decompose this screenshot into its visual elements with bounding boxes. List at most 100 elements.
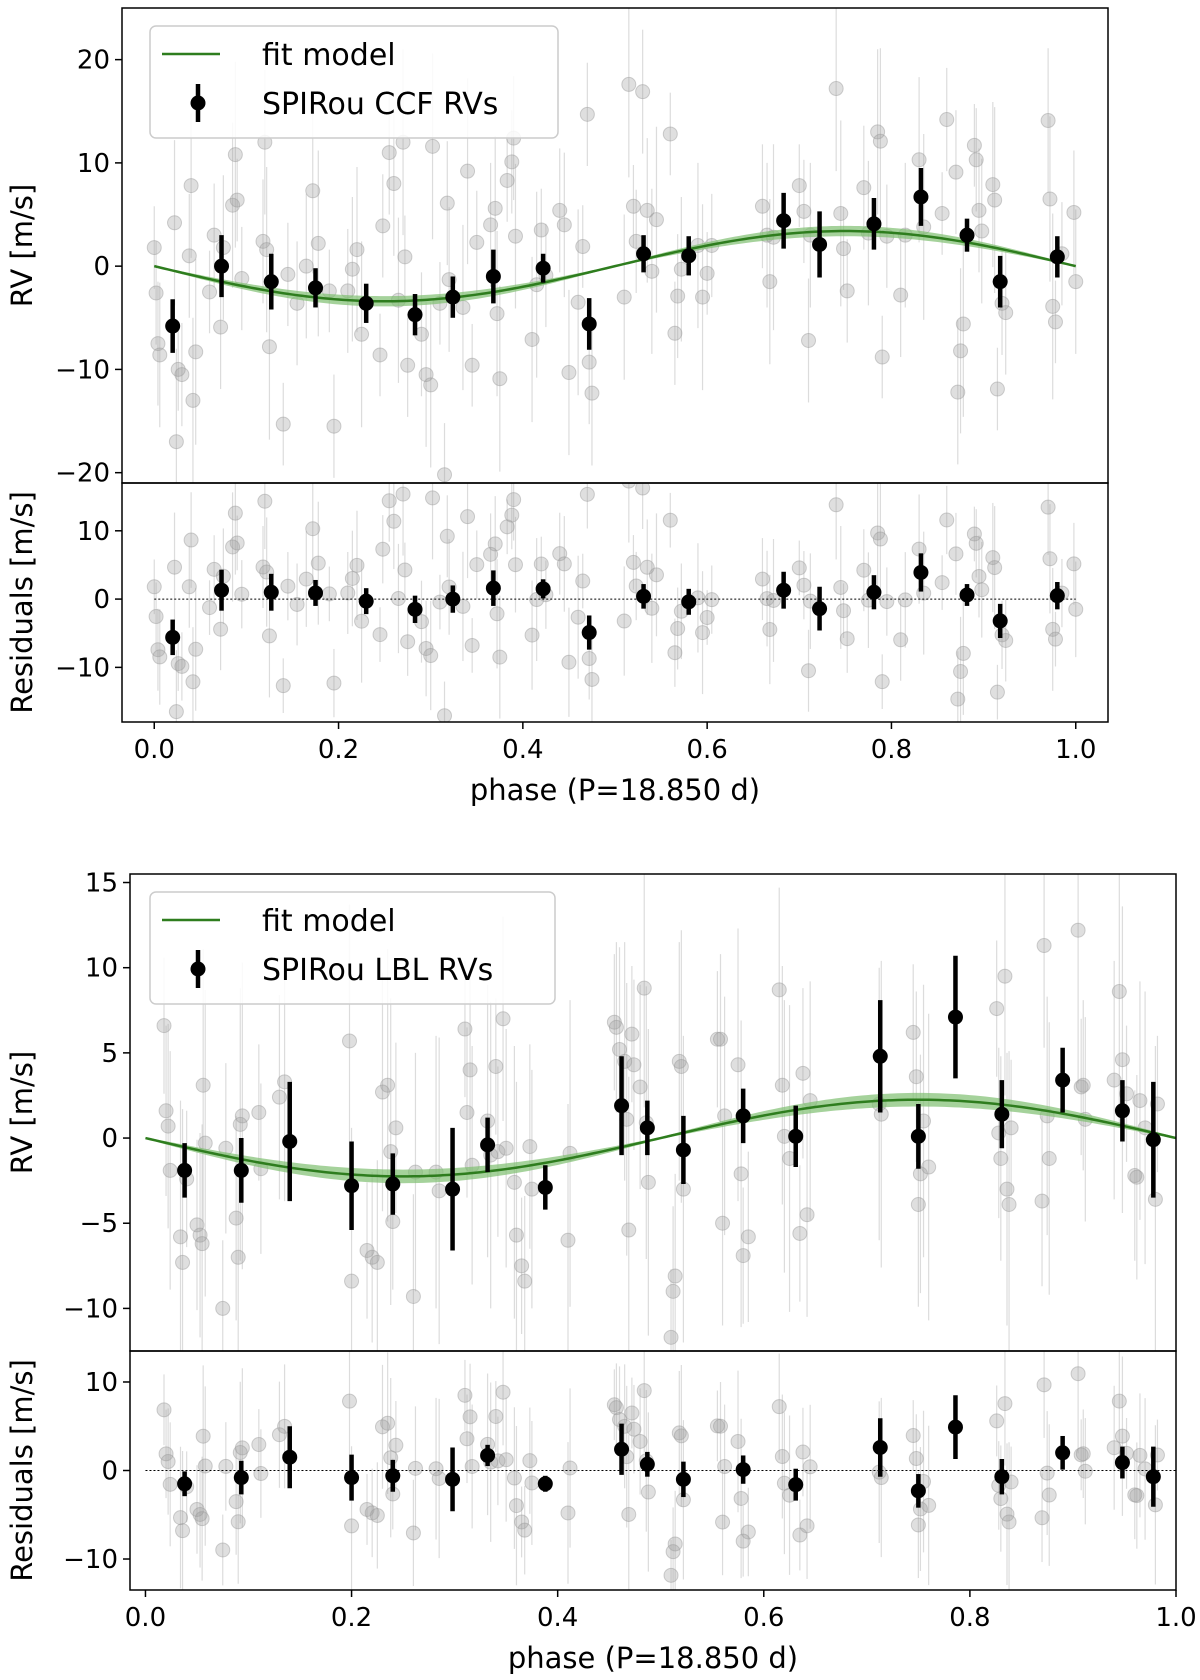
raw-rv-point [833, 205, 849, 221]
binned-rv-point [639, 1120, 655, 1136]
raw-residual-point [966, 526, 982, 542]
raw-rv-point [715, 1215, 731, 1231]
raw-residual-point [508, 1498, 524, 1514]
raw-residual-point [156, 1402, 172, 1418]
binned-residual-point [872, 1439, 888, 1455]
raw-rv-point [663, 1329, 679, 1345]
top-figure: −20 −10 0 10 20 −10 0 10 0.0 0.2 0.4 0.6 0.8 1.0 phase… [5, 7, 1109, 807]
rv-ytick-label: 5 [101, 1039, 118, 1069]
raw-rv-point [400, 357, 416, 373]
raw-rv-point [344, 261, 360, 277]
raw-rv-point [1001, 1196, 1017, 1212]
binned-rv-point [445, 289, 461, 305]
raw-rv-point [640, 1174, 656, 1190]
raw-rv-point [1042, 191, 1058, 207]
raw-residual-point [1001, 1514, 1017, 1530]
raw-rv-point [495, 1011, 511, 1027]
binned-residual-point [636, 588, 652, 604]
raw-rv-point [375, 218, 391, 234]
raw-rv-point [150, 336, 166, 352]
raw-residual-point [953, 663, 969, 679]
raw-residual-point [492, 649, 508, 665]
raw-rv-point [174, 367, 190, 383]
binned-residual-point [776, 582, 792, 598]
binned-residual-point [614, 1441, 630, 1457]
raw-rv-point [796, 203, 812, 219]
raw-residual-point [364, 1505, 380, 1521]
raw-residual-point [172, 1510, 188, 1526]
binned-rv-point [581, 316, 597, 332]
raw-rv-point [275, 416, 291, 432]
raw-residual-point [229, 535, 245, 551]
raw-rv-point [488, 1059, 504, 1075]
raw-rv-point [397, 249, 413, 265]
raw-rv-point [762, 274, 778, 290]
raw-rv-point [507, 228, 523, 244]
raw-residual-point [390, 591, 406, 607]
raw-residual-point [713, 1418, 729, 1434]
raw-residual-point [375, 541, 391, 557]
raw-rv-point [381, 145, 397, 161]
raw-rv-point [499, 172, 515, 188]
raw-residual-point [380, 1415, 396, 1431]
raw-rv-point [524, 331, 540, 347]
raw-rv-point [385, 1214, 401, 1230]
raw-rv-point [522, 1139, 538, 1155]
raw-rv-point [791, 178, 807, 194]
raw-rv-point [170, 361, 186, 377]
raw-residual-point [340, 585, 356, 601]
raw-rv-point [342, 1033, 358, 1049]
raw-rv-point [146, 240, 162, 256]
rv-ytick-label: 0 [101, 1124, 118, 1154]
raw-residual-point [709, 1418, 725, 1434]
residual-ytick-label: −10 [63, 1545, 118, 1575]
raw-residual-point [185, 674, 201, 690]
raw-rv-point [457, 1021, 473, 1037]
raw-rv-point [665, 1283, 681, 1299]
raw-rv-point [533, 222, 549, 238]
raw-residual-point [506, 1470, 522, 1486]
bottom-residuals-plot-area [145, 1351, 1176, 1590]
raw-rv-point [374, 1084, 390, 1100]
raw-rv-point [185, 392, 201, 408]
raw-rv-point [987, 192, 1003, 208]
raw-rv-point [437, 467, 453, 483]
raw-rv-point [469, 234, 485, 250]
raw-rv-point [483, 217, 499, 233]
raw-residual-point [225, 539, 241, 555]
raw-rv-point [215, 1300, 231, 1316]
raw-residual-point [289, 596, 305, 612]
raw-residual-point [489, 606, 505, 622]
rv-ytick-label: −10 [63, 1294, 118, 1324]
raw-rv-point [462, 1062, 478, 1078]
raw-residual-point [381, 493, 397, 509]
raw-residual-point [359, 1501, 375, 1517]
raw-rv-point [229, 192, 245, 208]
raw-rv-point [225, 197, 241, 213]
raw-rv-point [271, 1089, 287, 1105]
raw-residual-point [740, 1524, 756, 1540]
binned-residual-point [947, 1419, 963, 1435]
residual-ytick-label: −10 [55, 653, 110, 683]
raw-residual-point [405, 1525, 421, 1541]
raw-residual-point [162, 1476, 178, 1492]
raw-residual-point [802, 1459, 818, 1475]
raw-residual-point [483, 546, 499, 562]
raw-residual-point [999, 1506, 1015, 1522]
raw-residual-point [1129, 1488, 1145, 1504]
raw-residual-point [146, 579, 162, 595]
raw-residual-point [801, 663, 817, 679]
raw-rv-point [232, 1116, 248, 1132]
raw-residual-point [948, 546, 964, 562]
binned-residual-point [681, 594, 697, 610]
raw-rv-point [575, 239, 591, 255]
raw-rv-point [1075, 1077, 1091, 1093]
raw-residual-point [570, 609, 586, 625]
raw-residual-point [174, 658, 190, 674]
raw-rv-point [213, 319, 229, 335]
binned-residual-point [165, 629, 181, 645]
legend-box [149, 891, 556, 1005]
raw-rv-point [175, 1254, 191, 1270]
raw-residual-point [636, 1383, 652, 1399]
raw-residual-point [432, 594, 448, 610]
